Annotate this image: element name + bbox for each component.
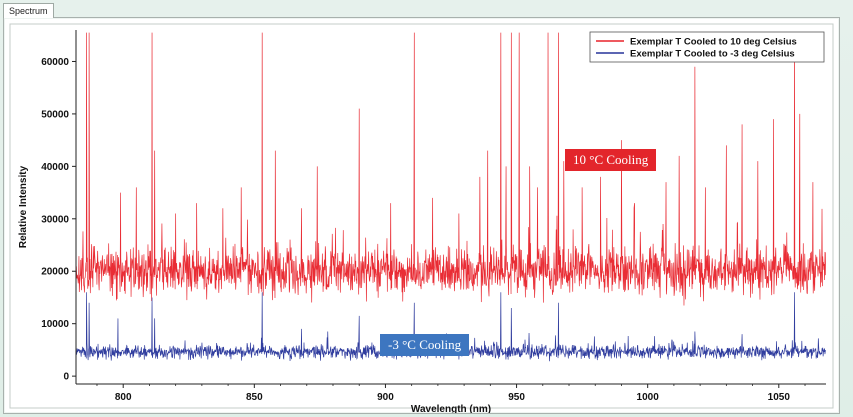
x-tick-label: 850	[246, 392, 263, 403]
spectrum-panel: 0 10000 20000 30000 40000 50000 60000 800 850 900…	[3, 17, 840, 414]
legend-box	[589, 31, 825, 63]
series-line-red	[76, 32, 826, 306]
y-axis-label: Relative Intensity	[18, 165, 29, 248]
annotation-minus3c-cooling: -3 °C Cooling	[380, 334, 470, 356]
tab-spectrum[interactable]: Spectrum	[3, 3, 54, 18]
y-tick-label: 20000	[41, 267, 69, 278]
legend-entry-red: Exemplar T Cooled to 10 deg Celsius	[630, 37, 797, 48]
x-axis-label: Wavelength (nm)	[411, 404, 491, 413]
axes: 0 10000 20000 30000 40000 50000 60000 800 850 900…	[18, 30, 826, 413]
x-tick-label: 900	[377, 392, 394, 403]
x-tick-label: 1000	[637, 392, 660, 403]
legend: Exemplar T Cooled to 10 deg CelsiusExemp…	[589, 31, 825, 63]
x-tick-label: 950	[508, 392, 525, 403]
y-tick-label: 30000	[41, 214, 69, 225]
x-tick-label: 800	[115, 392, 132, 403]
y-tick-label: 50000	[41, 109, 69, 120]
y-tick-label: 0	[63, 372, 69, 383]
annotation-10c-cooling: 10 °C Cooling	[565, 149, 657, 171]
y-tick-label: 60000	[41, 57, 69, 68]
y-tick-label: 10000	[41, 319, 69, 330]
x-tick-label: 1050	[768, 392, 791, 403]
y-tick-label: 40000	[41, 162, 69, 173]
legend-entry-blue: Exemplar T Cooled to -3 deg Celsius	[630, 49, 795, 60]
